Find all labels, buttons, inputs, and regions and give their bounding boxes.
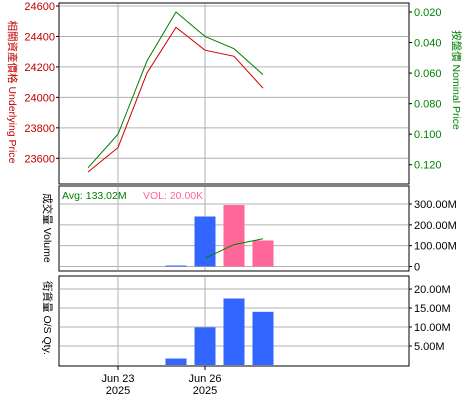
left-tick-label-1: 24400 xyxy=(24,31,55,43)
left-tick-label-5: 23600 xyxy=(24,153,55,165)
osqty-tick-label-1: 15.00M xyxy=(414,303,451,315)
volume-tick-label-2: 100.00M xyxy=(414,241,457,253)
volume-panel: 300.00M 200.00M 100.00M 0 Avg: 133.02M VOL:… xyxy=(41,185,457,274)
x-tick-year-0: 2025 xyxy=(106,385,130,397)
volume-tick-label-1: 200.00M xyxy=(414,220,457,232)
volume-axis-title: 成交量 Volume xyxy=(41,193,54,263)
left-tick-label-4: 23800 xyxy=(24,123,55,135)
osqty-bar-2 xyxy=(223,298,245,365)
volume-tick-label-3: 0 xyxy=(414,262,420,274)
nominal-price-axis-title: 按盤價 Nominal Price xyxy=(450,30,463,130)
left-tick-label-0: 24600 xyxy=(24,1,55,13)
left-tick-label-3: 24000 xyxy=(24,92,55,104)
osqty-bar-0 xyxy=(165,358,187,365)
price-panel: 24600 24400 24200 24000 23800 23600 0.120 0.10… xyxy=(6,1,463,185)
volume-bar-3 xyxy=(252,240,274,267)
volume-average-legend: Avg: 133.02M xyxy=(62,190,127,202)
volume-bar-0 xyxy=(165,265,187,267)
osqty-bar-1 xyxy=(194,327,216,365)
osqty-tick-label-2: 10.00M xyxy=(414,322,451,334)
os-qty-axis-title: 街貨量 O/S Qty. xyxy=(41,281,54,355)
right-tick-label-1: 0.100 xyxy=(414,129,442,141)
osqty-bar-3 xyxy=(252,311,274,365)
x-tick-label-0: Jun 23 xyxy=(101,373,134,385)
right-tick-label-4: 0.040 xyxy=(414,38,442,50)
x-tick-label-1: Jun 26 xyxy=(188,373,221,385)
price-panel-frame xyxy=(58,2,410,185)
right-tick-label-0: 0.120 xyxy=(414,160,442,172)
right-tick-label-2: 0.080 xyxy=(414,99,442,111)
underlying-price-line xyxy=(87,26,264,173)
right-tick-label-5: 0.020 xyxy=(414,7,442,19)
nominal-price-line xyxy=(87,11,264,169)
osqty-tick-label-0: 20.00M xyxy=(414,284,451,296)
volume-tick-label-0: 300.00M xyxy=(414,199,457,211)
underlying-price-axis-title: 相關資產價格 Underlying Price xyxy=(6,21,19,164)
volume-vol-legend: VOL: 20.00K xyxy=(143,190,203,202)
volume-bar-1 xyxy=(194,216,216,267)
right-tick-label-3: 0.060 xyxy=(414,68,442,80)
x-tick-year-1: 2025 xyxy=(193,385,217,397)
left-tick-label-2: 24200 xyxy=(24,62,55,74)
osqty-tick-label-3: 5.00M xyxy=(414,341,445,353)
volume-average-line xyxy=(204,238,264,259)
volume-bar-2 xyxy=(223,205,245,267)
